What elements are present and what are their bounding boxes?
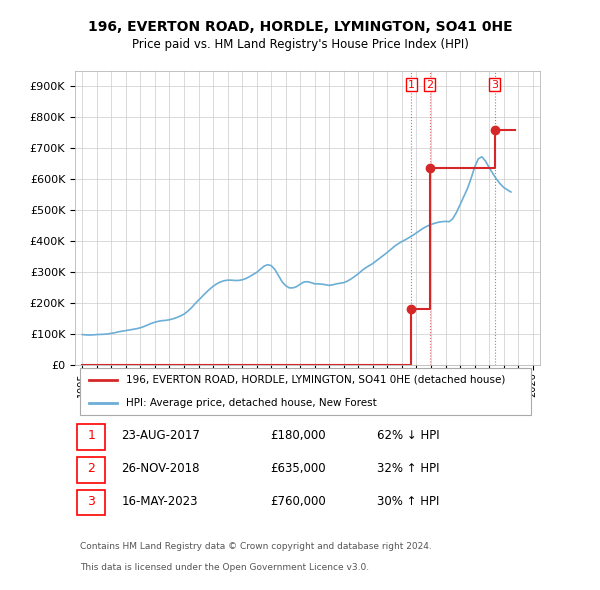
- Text: 62% ↓ HPI: 62% ↓ HPI: [377, 429, 440, 442]
- Text: This data is licensed under the Open Government Licence v3.0.: This data is licensed under the Open Gov…: [80, 563, 369, 572]
- FancyBboxPatch shape: [77, 457, 105, 483]
- Text: 1: 1: [88, 429, 95, 442]
- Text: HPI: Average price, detached house, New Forest: HPI: Average price, detached house, New …: [126, 398, 377, 408]
- Text: 2: 2: [88, 462, 95, 475]
- Text: 196, EVERTON ROAD, HORDLE, LYMINGTON, SO41 0HE: 196, EVERTON ROAD, HORDLE, LYMINGTON, SO…: [88, 19, 512, 34]
- Text: £760,000: £760,000: [270, 495, 326, 508]
- Text: 2: 2: [426, 80, 433, 90]
- Text: 32% ↑ HPI: 32% ↑ HPI: [377, 462, 440, 475]
- Text: 26-NOV-2018: 26-NOV-2018: [121, 462, 200, 475]
- Text: 30% ↑ HPI: 30% ↑ HPI: [377, 495, 440, 508]
- Text: 3: 3: [491, 80, 498, 90]
- Text: 1: 1: [408, 80, 415, 90]
- FancyBboxPatch shape: [77, 424, 105, 450]
- Text: 23-AUG-2017: 23-AUG-2017: [121, 429, 200, 442]
- Text: 196, EVERTON ROAD, HORDLE, LYMINGTON, SO41 0HE (detached house): 196, EVERTON ROAD, HORDLE, LYMINGTON, SO…: [126, 375, 506, 385]
- Text: £635,000: £635,000: [270, 462, 326, 475]
- Text: 3: 3: [88, 495, 95, 508]
- FancyBboxPatch shape: [77, 490, 105, 516]
- Text: £180,000: £180,000: [270, 429, 326, 442]
- Text: Price paid vs. HM Land Registry's House Price Index (HPI): Price paid vs. HM Land Registry's House …: [131, 38, 469, 51]
- Text: Contains HM Land Registry data © Crown copyright and database right 2024.: Contains HM Land Registry data © Crown c…: [80, 542, 431, 550]
- Text: 16-MAY-2023: 16-MAY-2023: [121, 495, 198, 508]
- FancyBboxPatch shape: [80, 368, 531, 415]
